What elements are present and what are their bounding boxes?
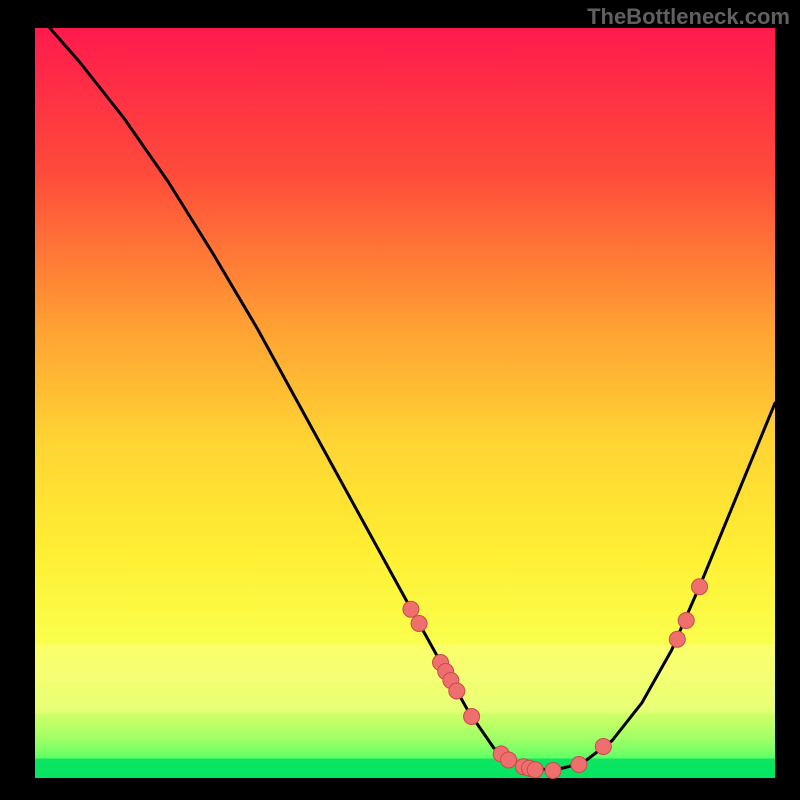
highlight-band-2 — [35, 759, 775, 779]
marker-point — [678, 613, 694, 629]
bottleneck-curve-chart — [0, 0, 800, 800]
marker-point — [595, 739, 611, 755]
highlight-band-1 — [35, 682, 775, 714]
marker-point — [403, 601, 419, 617]
marker-point — [527, 762, 543, 778]
marker-point — [571, 757, 587, 773]
watermark-text: TheBottleneck.com — [587, 4, 790, 30]
marker-point — [411, 616, 427, 632]
chart-root: TheBottleneck.com — [0, 0, 800, 800]
marker-point — [545, 763, 561, 779]
marker-point — [464, 709, 480, 725]
marker-point — [669, 631, 685, 647]
marker-point — [449, 683, 465, 699]
marker-point — [501, 752, 517, 768]
marker-point — [692, 579, 708, 595]
